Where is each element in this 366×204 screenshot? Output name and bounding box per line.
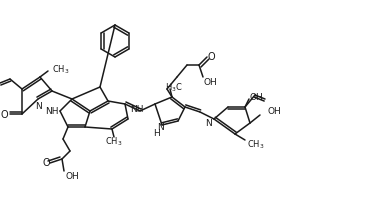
Text: CH$_3$: CH$_3$ — [247, 138, 265, 151]
Text: H: H — [153, 129, 159, 138]
Text: N: N — [206, 119, 212, 128]
Text: O: O — [0, 110, 8, 119]
Text: NH: NH — [45, 107, 59, 116]
Text: OH: OH — [267, 107, 281, 116]
Text: CH$_3$: CH$_3$ — [105, 135, 123, 147]
Text: O: O — [42, 157, 50, 167]
Text: OH: OH — [65, 172, 79, 181]
Text: NH: NH — [130, 105, 143, 114]
Text: CH$_3$: CH$_3$ — [52, 63, 70, 76]
Text: H$_3$C: H$_3$C — [165, 81, 183, 94]
Text: OH: OH — [250, 93, 264, 102]
Text: O: O — [207, 52, 215, 62]
Text: N: N — [157, 123, 163, 132]
Text: N: N — [36, 102, 42, 111]
Text: OH: OH — [204, 78, 218, 87]
